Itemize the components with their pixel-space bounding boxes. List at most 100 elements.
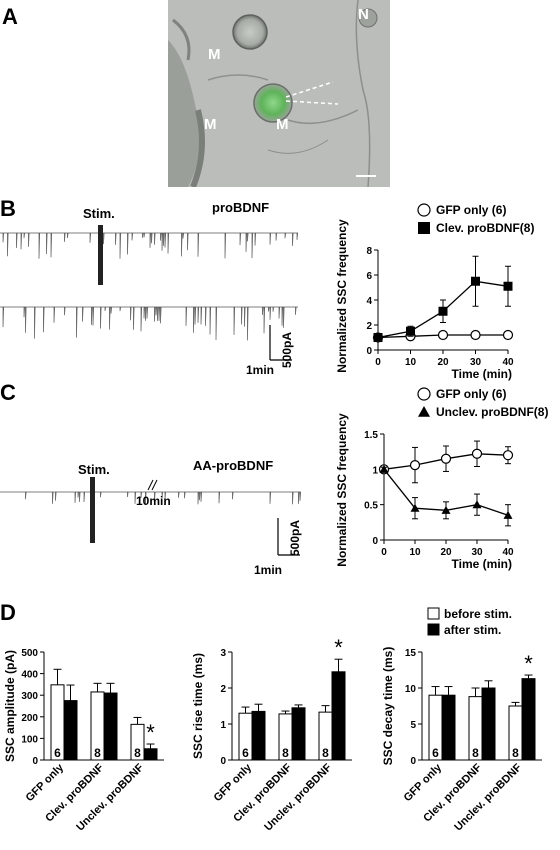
break-label-c: 10min bbox=[136, 494, 171, 508]
condition-label-b: proBDNF bbox=[212, 200, 270, 215]
legend-swatch-1 bbox=[427, 623, 440, 636]
x-tick-label: 0 bbox=[381, 547, 387, 558]
x-tick-label: 30 bbox=[470, 357, 482, 368]
trace-b-upper bbox=[0, 232, 298, 259]
y-axis-label: SSC rise time (ms) bbox=[191, 653, 205, 759]
x-axis-label: Time (min) bbox=[452, 557, 512, 571]
y-axis-label: SSC amplitude (pA) bbox=[3, 650, 17, 762]
significance-star: * bbox=[334, 635, 343, 660]
n-label: 6 bbox=[432, 746, 439, 760]
n-label: 6 bbox=[54, 746, 61, 760]
data-point-s0 bbox=[502, 329, 514, 341]
y-tick-label: 2 bbox=[366, 321, 372, 332]
stim-label-b: Stim. bbox=[83, 206, 115, 221]
legend-label-0: GFP only (6) bbox=[436, 203, 506, 217]
y-tick-label: 1 bbox=[372, 465, 378, 476]
significance-star: * bbox=[146, 720, 155, 745]
x-tick-label: 40 bbox=[502, 357, 514, 368]
bar-after-stim bbox=[63, 700, 78, 761]
trace-path bbox=[0, 232, 298, 259]
stim-bar-b bbox=[98, 225, 103, 285]
x-tick-label: 20 bbox=[437, 357, 449, 368]
y-axis-label: Normalized SSC frequency bbox=[335, 413, 349, 567]
x-tick-label: 30 bbox=[471, 547, 483, 558]
stim-label-c: Stim. bbox=[78, 462, 110, 477]
legend-swatch-0 bbox=[427, 607, 440, 620]
x-axis-label: Time (min) bbox=[452, 367, 512, 381]
y-tick-label: 0 bbox=[372, 536, 378, 547]
data-point-s1 bbox=[438, 306, 448, 316]
cell-label-m3: M bbox=[276, 116, 289, 133]
y-tick-label: 0 bbox=[220, 756, 226, 767]
x-tick-label: 10 bbox=[405, 357, 417, 368]
break-mark-2 bbox=[151, 479, 158, 491]
scale-y-label-c: 500pA bbox=[288, 519, 302, 556]
data-point-s1 bbox=[471, 276, 480, 286]
trace-b bbox=[0, 225, 298, 361]
n-label: 8 bbox=[282, 746, 289, 760]
y-tick-label: 15 bbox=[405, 648, 417, 659]
y-tick-label: 0 bbox=[410, 756, 416, 767]
trace-path bbox=[0, 491, 301, 505]
category-label: Unclev. proBDNF bbox=[262, 761, 334, 833]
x-tick-label: 0 bbox=[375, 357, 381, 368]
data-point-s1 bbox=[379, 464, 389, 473]
data-point-s0 bbox=[440, 453, 452, 464]
legend-label-0: GFP only (6) bbox=[436, 387, 506, 401]
bar-after-stim bbox=[103, 692, 118, 761]
data-point-s0 bbox=[437, 329, 449, 341]
cell-label-m2: M bbox=[204, 116, 217, 133]
bar-after-stim bbox=[143, 748, 158, 761]
data-point-s1 bbox=[472, 500, 482, 509]
y-tick-label: 100 bbox=[21, 734, 38, 745]
scale-y-label-b: 500pA bbox=[280, 331, 294, 368]
significance-star: * bbox=[524, 651, 533, 676]
x-tick-label: 40 bbox=[502, 547, 514, 558]
trace-path bbox=[0, 306, 298, 341]
panel-letter-c: C bbox=[0, 380, 16, 405]
legend-label-1: after stim. bbox=[444, 623, 501, 637]
panel-letter-b: B bbox=[0, 196, 16, 221]
bar-after-stim bbox=[521, 678, 536, 761]
n-label: 8 bbox=[512, 746, 519, 760]
n-label: 8 bbox=[322, 746, 329, 760]
micrograph-image bbox=[168, 0, 390, 187]
data-point-s1 bbox=[503, 281, 513, 291]
y-tick-label: 0.5 bbox=[364, 501, 378, 512]
scale-x-label-c: 1min bbox=[254, 563, 283, 577]
y-tick-label: 10 bbox=[405, 684, 417, 695]
stim-bar-c bbox=[90, 477, 95, 543]
y-tick-label: 5 bbox=[410, 720, 416, 731]
legend-label-1: Unclev. proBDNF(8) bbox=[436, 405, 548, 419]
data-point-s0 bbox=[471, 448, 483, 459]
bar-after-stim bbox=[481, 687, 496, 761]
y-tick-label: 200 bbox=[21, 713, 38, 724]
y-tick-label: 6 bbox=[366, 271, 372, 282]
data-point-s0 bbox=[502, 450, 514, 461]
y-tick-label: 0 bbox=[32, 756, 38, 767]
legend-label-0: before stim. bbox=[444, 607, 512, 621]
panel-letter-d: D bbox=[0, 600, 16, 625]
y-tick-label: 0 bbox=[366, 346, 372, 357]
data-point-s0 bbox=[409, 459, 421, 471]
y-tick-label: 400 bbox=[21, 670, 38, 681]
cell-label-n: N bbox=[358, 6, 369, 23]
y-tick-label: 2 bbox=[220, 684, 226, 695]
bar-after-stim bbox=[441, 694, 456, 761]
data-point-s0 bbox=[470, 329, 481, 341]
data-point-s1 bbox=[410, 503, 420, 512]
y-tick-label: 500 bbox=[21, 648, 38, 659]
bar-after-stim bbox=[251, 710, 266, 761]
y-tick-label: 300 bbox=[21, 691, 38, 702]
legend-marker-0 bbox=[417, 387, 431, 401]
trace-c-main bbox=[0, 491, 301, 505]
n-label: 8 bbox=[472, 746, 479, 760]
category-label: Unclev. proBDNF bbox=[452, 761, 524, 833]
panel-letter-a: A bbox=[2, 4, 18, 29]
y-tick-label: 4 bbox=[366, 296, 372, 307]
